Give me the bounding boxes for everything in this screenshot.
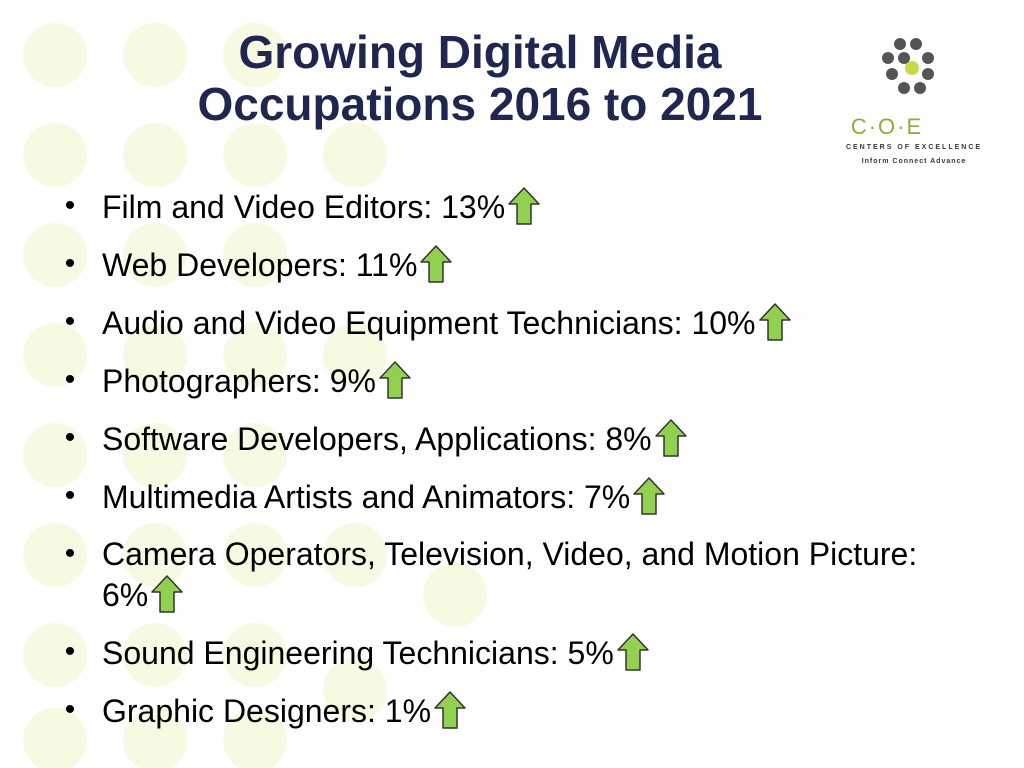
bullet-icon: • [64,635,76,668]
up-arrow-icon [632,476,666,516]
logo-tagline: Inform Connect Advance [861,158,967,165]
bullet-icon: • [64,305,76,338]
coe-logo: C·O·E CENTERS OF EXCELLENCE Inform Conne… [832,36,992,176]
bullet-icon: • [64,247,76,280]
title-line-2: Occupations 2016 to 2021 [197,78,763,130]
occupation-label: Software Developers, Applications: 8% [102,421,652,457]
occupation-item: • Photographers: 9% [60,360,920,401]
bullet-icon: • [64,693,76,726]
occupation-item: • Sound Engineering Technicians: 5% [60,632,920,673]
up-arrow-icon [150,574,184,614]
occupation-label: Audio and Video Equipment Technicians: 1… [102,305,756,341]
occupation-item: • Web Developers: 11% [60,244,920,285]
up-arrow-icon [616,632,650,672]
up-arrow-icon [433,690,467,730]
logo-subtitle: CENTERS OF EXCELLENCE [845,144,983,151]
occupation-label: Photographers: 9% [102,363,376,399]
occupation-item: • Camera Operators, Television, Video, an… [60,534,920,615]
occupation-label: Multimedia Artists and Animators: 7% [102,479,631,515]
occupation-item: • Graphic Designers: 1% [60,690,920,731]
slide-title: Growing Digital Media Occupations 2016 t… [120,26,840,130]
up-arrow-icon [507,186,541,226]
up-arrow-icon [758,302,792,342]
occupation-label: Film and Video Editors: 13% [102,189,506,225]
bullet-icon: • [64,189,76,222]
occupation-label: Graphic Designers: 1% [102,693,432,729]
up-arrow-icon [419,244,453,284]
logo-name: C·O·E [850,114,924,139]
occupation-item: • Software Developers, Applications: 8% [60,418,920,459]
bullet-icon: • [64,537,76,570]
occupation-item: • Multimedia Artists and Animators: 7% [60,476,920,517]
bullet-icon: • [64,421,76,454]
up-arrow-icon [378,360,412,400]
coe-dots-logo-icon [882,38,934,94]
occupation-label: Web Developers: 11% [102,247,418,283]
occupation-list: • Film and Video Editors: 13% • Web Develop… [60,186,920,748]
bullet-icon: • [64,363,76,396]
up-arrow-icon [654,418,688,458]
occupation-label: Sound Engineering Technicians: 5% [102,635,614,671]
occupation-item: • Film and Video Editors: 13% [60,186,920,227]
occupation-item: • Audio and Video Equipment Technicians: … [60,302,920,343]
occupation-label: Camera Operators, Television, Video, and… [102,536,918,613]
title-line-1: Growing Digital Media [238,26,722,78]
bullet-icon: • [64,479,76,512]
